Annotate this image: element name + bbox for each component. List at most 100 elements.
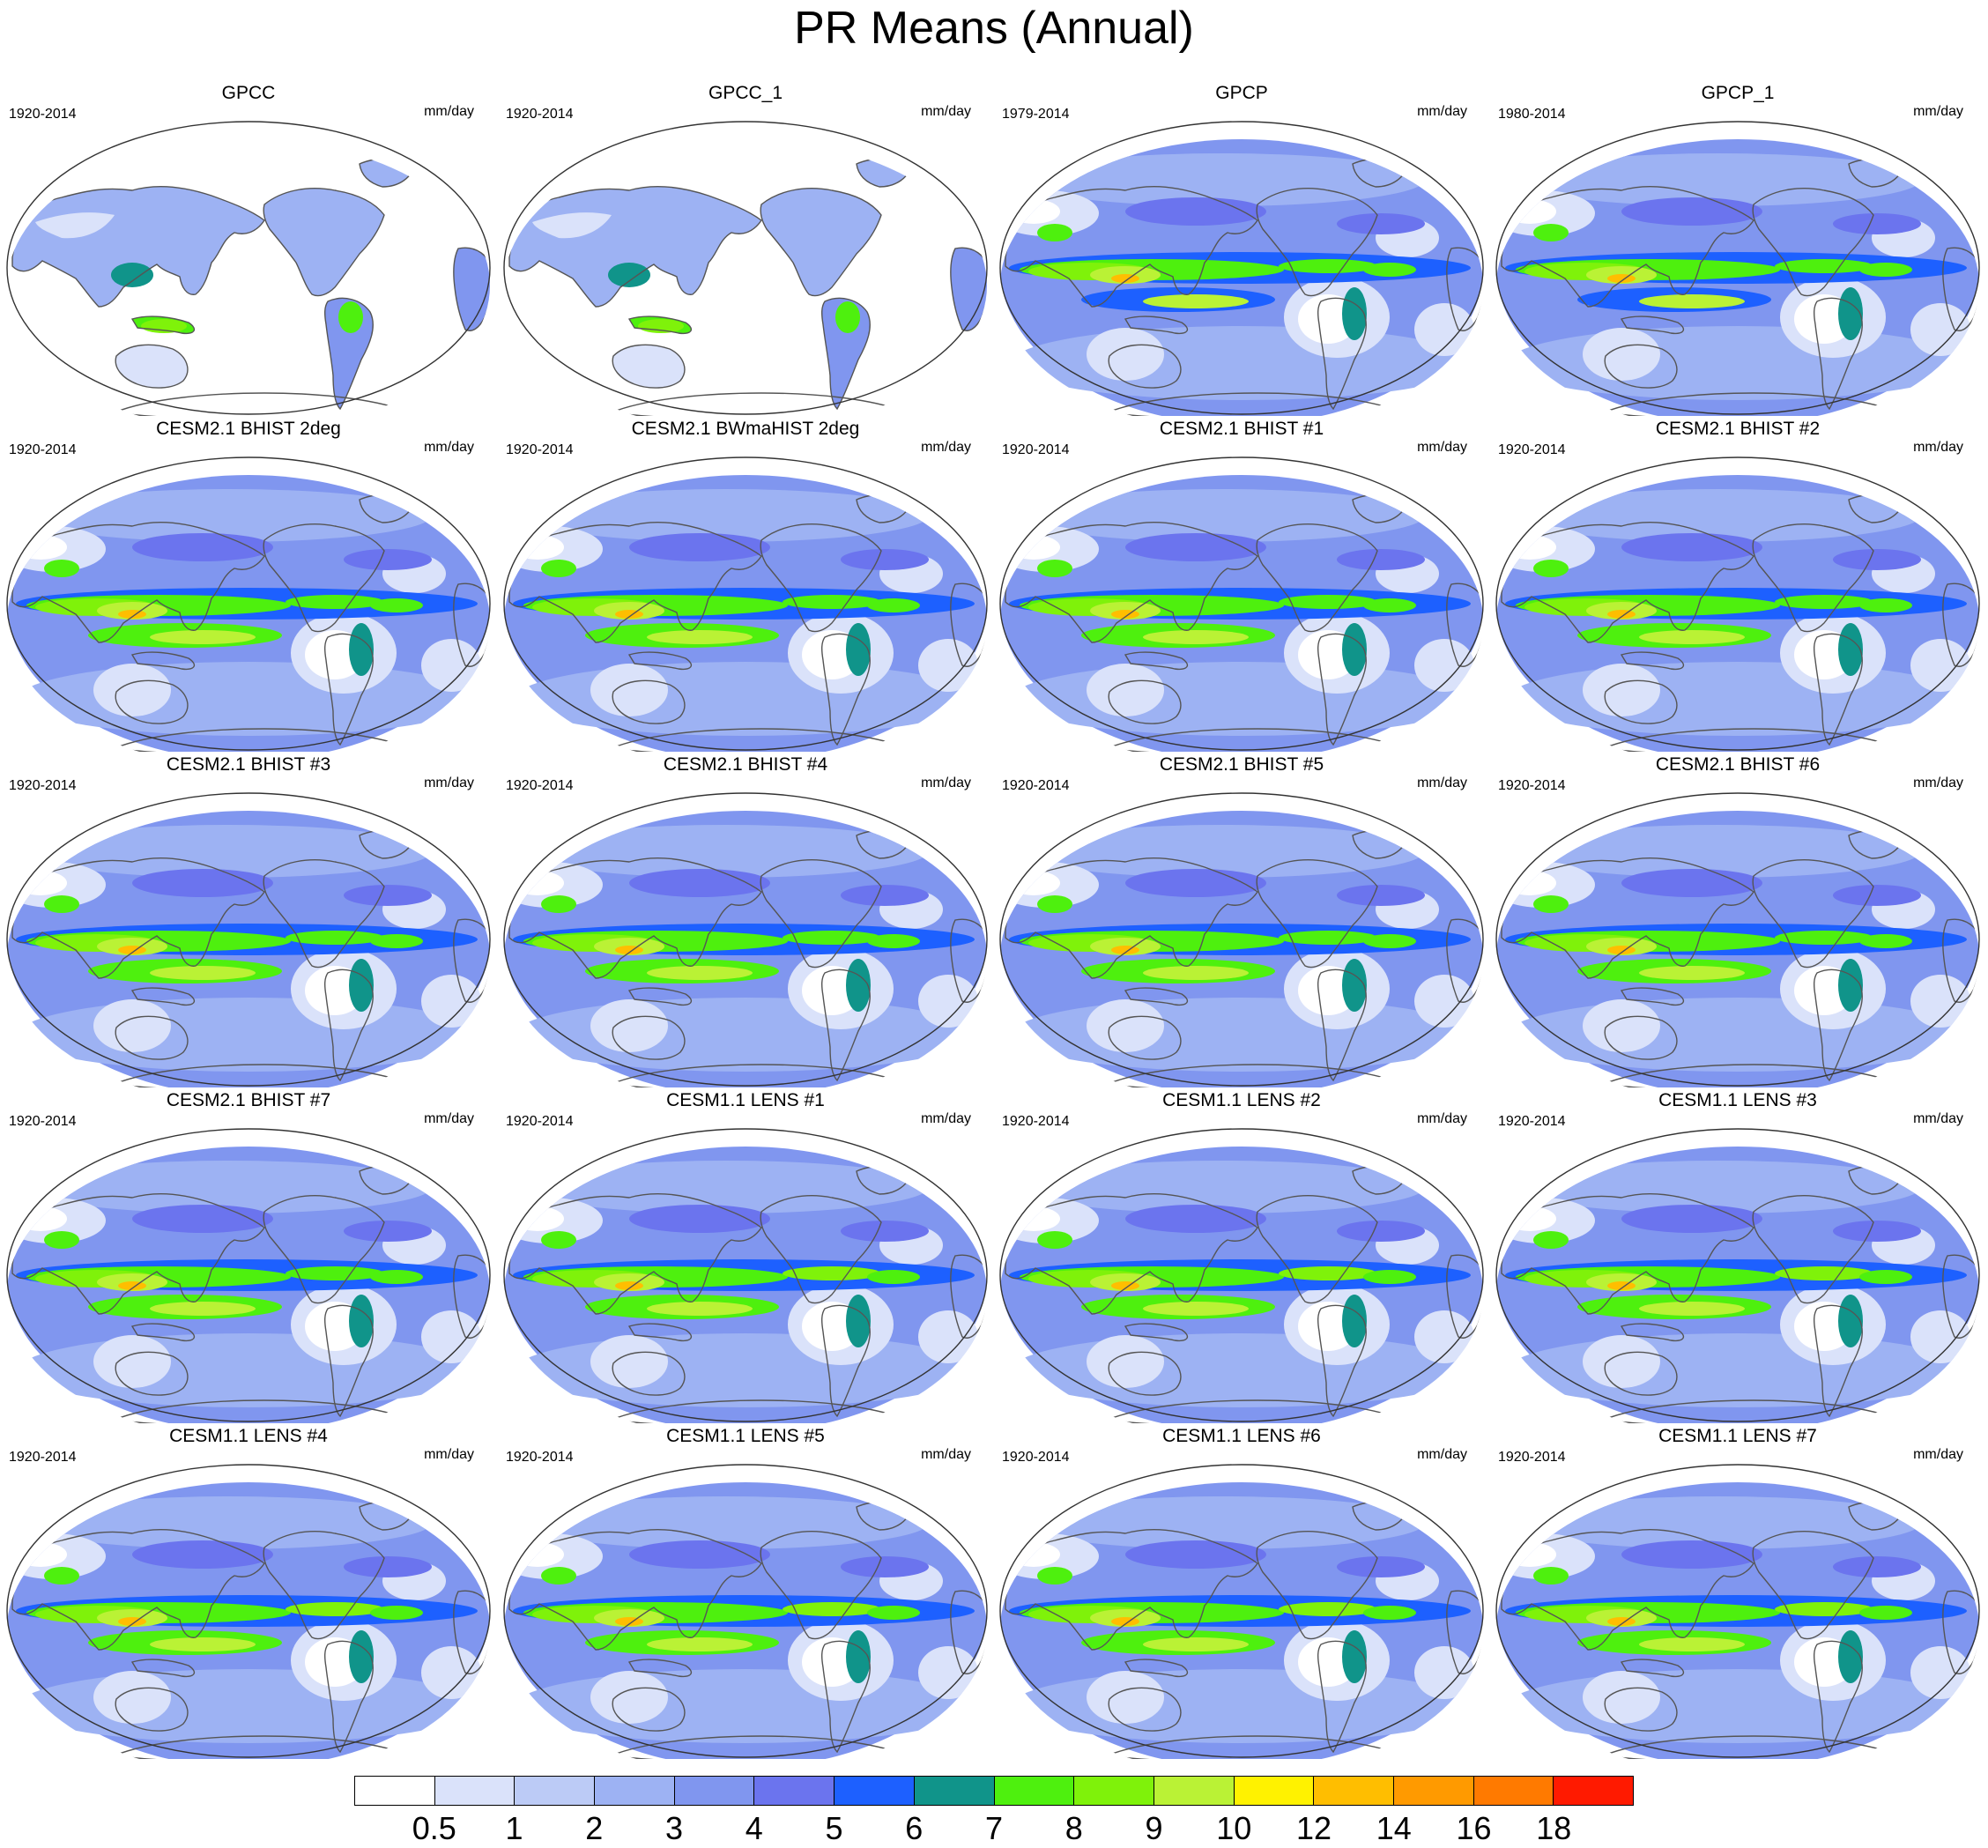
coastline-africa xyxy=(1942,247,1979,331)
coastline-africa xyxy=(1942,583,1979,667)
amazon-rain xyxy=(349,1630,374,1683)
coastline-southamerica xyxy=(1317,633,1367,746)
map-border xyxy=(503,1464,988,1758)
south-atlantic-dry-zone xyxy=(1910,303,1970,356)
spcz-core xyxy=(1143,966,1249,980)
coastline-seasia xyxy=(1620,987,1685,1006)
panel-units: mm/day xyxy=(1913,440,1963,455)
australia-rain xyxy=(612,345,685,389)
panel-period: 1920-2014 xyxy=(1002,442,1070,457)
coastline-africa xyxy=(453,918,490,1003)
monsoon-bay-of-bengal xyxy=(1533,560,1569,577)
east-pacific-itcz xyxy=(783,931,881,945)
desert-core xyxy=(1007,1206,1060,1231)
panel-period: 1920-2014 xyxy=(9,778,77,793)
panel-title: GPCP xyxy=(1215,83,1268,103)
coastline-africa xyxy=(453,583,490,667)
south-atlantic-dry-zone xyxy=(918,1646,978,1699)
north-pacific-storm-track xyxy=(1125,869,1266,897)
north-atlantic-storm-track xyxy=(344,1556,432,1577)
panel-period: 1920-2014 xyxy=(9,1450,77,1465)
coastline-eurasia xyxy=(1501,522,1754,643)
coastline-northamerica xyxy=(1752,859,1874,969)
robinson-map xyxy=(6,1464,491,1759)
colorbar-tick-label: 3 xyxy=(664,1810,684,1846)
australia-rain xyxy=(115,345,188,389)
coastline-seasia xyxy=(1620,1323,1685,1342)
colorbar: 0.5 1 2 3 4 5 6 7 8 9 10 12 14 16 18 xyxy=(352,1776,1636,1846)
east-pacific-itcz xyxy=(1279,595,1377,609)
coastline-eurasia xyxy=(508,186,762,308)
robinson-map xyxy=(503,1128,988,1423)
africa-rain xyxy=(950,248,987,331)
south-atlantic-dry-zone xyxy=(918,975,978,1028)
panel-period: 1920-2014 xyxy=(1498,1114,1566,1129)
south-atlantic-dry-zone xyxy=(1910,639,1970,692)
coastline-seasia xyxy=(130,1659,196,1678)
map-panel: CESM1.1 LENS #3 1920-2014 mm/day xyxy=(1489,1088,1986,1423)
panel-title: GPCC_1 xyxy=(708,83,783,103)
coastline-eurasia xyxy=(11,857,265,979)
panel-units: mm/day xyxy=(921,440,971,455)
desert-core xyxy=(511,1542,564,1567)
panel-period: 1920-2014 xyxy=(1002,1114,1070,1129)
panel-units: mm/day xyxy=(1417,104,1467,119)
spcz-core xyxy=(1639,630,1745,644)
coastline-australia xyxy=(1604,1687,1678,1732)
map-border xyxy=(1495,121,1980,415)
map-border xyxy=(503,121,988,415)
coastline-seasia xyxy=(1124,987,1189,1006)
panel-title: CESM1.1 LENS #2 xyxy=(1162,1090,1321,1110)
amazon-rain xyxy=(846,1630,871,1683)
coastline-africa xyxy=(453,1590,490,1674)
north-midlatitude-band xyxy=(1020,489,1425,542)
panel-title: CESM1.1 LENS #7 xyxy=(1658,1426,1817,1446)
atlantic-itcz xyxy=(1859,1270,1912,1284)
map-border xyxy=(6,792,491,1087)
coastline-northamerica xyxy=(760,859,882,969)
south-atlantic-dry-zone xyxy=(1910,1646,1970,1699)
panel-units: mm/day xyxy=(921,104,971,119)
atlantic-itcz xyxy=(370,598,423,612)
atlantic-itcz xyxy=(1859,263,1912,277)
coastline-australia xyxy=(1604,1351,1678,1396)
atlantic-itcz xyxy=(1859,934,1912,948)
monsoon-bay-of-bengal xyxy=(541,1567,576,1585)
atlantic-itcz xyxy=(1363,598,1416,612)
east-pacific-itcz xyxy=(1775,595,1873,609)
north-pacific-storm-track xyxy=(1125,1540,1266,1569)
east-pacific-itcz xyxy=(783,1602,881,1616)
coastline-southamerica xyxy=(323,969,374,1082)
coastline-eurasia xyxy=(1501,1529,1754,1651)
north-pacific-storm-track xyxy=(1125,197,1266,226)
panel-period: 1980-2014 xyxy=(1498,107,1566,122)
south-midlatitude-band xyxy=(515,662,976,736)
coastline-australia xyxy=(115,1015,189,1060)
east-pacific-itcz xyxy=(1279,1266,1377,1280)
south-midlatitude-band xyxy=(515,998,976,1072)
north-atlantic-storm-track xyxy=(1337,1221,1425,1242)
coastline-seasia xyxy=(1124,315,1189,335)
robinson-map xyxy=(1495,792,1980,1087)
robinson-map xyxy=(6,792,491,1087)
south-atlantic-dry-zone xyxy=(421,639,481,692)
australia-dry-zone xyxy=(590,999,668,1052)
colorbar-tick-label: 5 xyxy=(825,1810,843,1846)
east-pacific-itcz xyxy=(783,595,881,609)
atlantic-itcz xyxy=(867,1606,920,1620)
coastline-eurasia xyxy=(508,522,762,643)
spcz-core xyxy=(647,1302,753,1316)
map-panel: CESM2.1 BHIST #1 1920-2014 mm/day xyxy=(993,417,1490,752)
colorbar-tick-label: 8 xyxy=(1064,1810,1083,1846)
south-atlantic-dry-zone xyxy=(1414,303,1474,356)
map-border xyxy=(999,792,1484,1087)
north-pacific-storm-track xyxy=(1621,1540,1762,1569)
south-midlatitude-band xyxy=(1507,326,1969,400)
coastline-northamerica xyxy=(1752,188,1874,297)
spcz-core xyxy=(1639,966,1745,980)
north-pacific-storm-track xyxy=(1621,533,1762,561)
monsoon-bay-of-bengal xyxy=(1037,895,1072,913)
colorbar-box xyxy=(914,1777,995,1805)
coastline-australia xyxy=(612,679,686,724)
colorbar-box xyxy=(434,1777,516,1805)
